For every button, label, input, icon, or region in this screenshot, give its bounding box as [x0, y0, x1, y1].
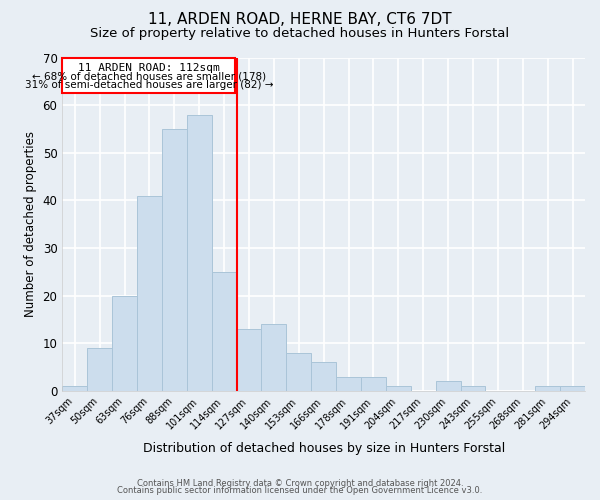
Text: 11 ARDEN ROAD: 112sqm: 11 ARDEN ROAD: 112sqm — [78, 63, 220, 73]
Bar — [386, 386, 411, 391]
Bar — [461, 386, 485, 391]
Bar — [286, 353, 311, 391]
Bar — [187, 114, 212, 391]
Bar — [535, 386, 560, 391]
Bar — [112, 296, 137, 391]
Bar — [361, 376, 386, 391]
Bar — [62, 58, 235, 93]
Text: Contains HM Land Registry data © Crown copyright and database right 2024.: Contains HM Land Registry data © Crown c… — [137, 478, 463, 488]
Bar — [162, 129, 187, 391]
Text: 31% of semi-detached houses are larger (82) →: 31% of semi-detached houses are larger (… — [25, 80, 273, 90]
Bar — [137, 196, 162, 391]
Bar — [336, 376, 361, 391]
Bar — [236, 329, 262, 391]
Bar — [212, 272, 236, 391]
Bar — [87, 348, 112, 391]
X-axis label: Distribution of detached houses by size in Hunters Forstal: Distribution of detached houses by size … — [143, 442, 505, 455]
Text: Size of property relative to detached houses in Hunters Forstal: Size of property relative to detached ho… — [91, 28, 509, 40]
Text: 11, ARDEN ROAD, HERNE BAY, CT6 7DT: 11, ARDEN ROAD, HERNE BAY, CT6 7DT — [148, 12, 452, 28]
Bar — [62, 386, 87, 391]
Bar — [311, 362, 336, 391]
Bar — [262, 324, 286, 391]
Text: Contains public sector information licensed under the Open Government Licence v3: Contains public sector information licen… — [118, 486, 482, 495]
Text: ← 68% of detached houses are smaller (178): ← 68% of detached houses are smaller (17… — [32, 72, 266, 82]
Bar — [436, 382, 461, 391]
Y-axis label: Number of detached properties: Number of detached properties — [24, 132, 37, 318]
Bar — [560, 386, 585, 391]
